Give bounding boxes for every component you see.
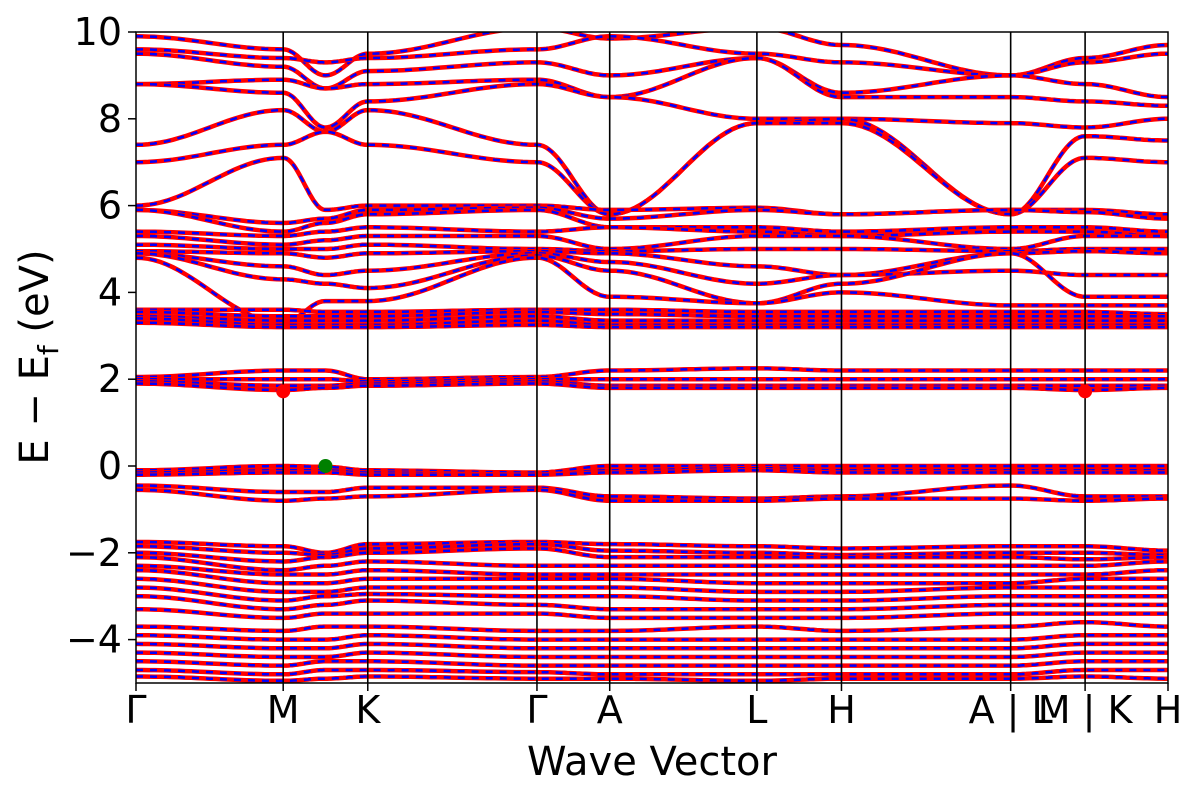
plot-frame — [135, 31, 1169, 684]
y-tick-label: −4 — [66, 618, 122, 662]
x-tick-label: L — [746, 688, 767, 732]
band-line-44-spin-down — [136, 651, 1168, 659]
band-line-29-spin-down — [136, 484, 1168, 500]
y-tick-label: 6 — [98, 184, 122, 228]
band-line-38-spin-down — [136, 586, 1168, 602]
band-line-4-spin-down — [136, 82, 1168, 129]
x-tick-label: H — [1154, 688, 1183, 732]
markers-layer — [276, 384, 1093, 473]
x-tick-label: Γ — [125, 688, 146, 732]
band-line-43-spin-down — [136, 642, 1168, 650]
kpoint-lines — [282, 32, 1086, 683]
band-line-6-spin-up — [136, 120, 1168, 217]
y-tick-label: 2 — [98, 357, 122, 401]
x-axis-label: Wave Vector — [527, 739, 778, 785]
band-line-33-spin-down — [136, 547, 1168, 563]
bands-layer — [136, 32, 1168, 683]
band-line-30-spin-down — [136, 488, 1168, 502]
band-line-40-spin-down — [136, 607, 1168, 620]
x-tick-label: K — [355, 688, 381, 732]
cbm-marker — [276, 384, 291, 399]
band-line-21-spin-down — [136, 321, 1168, 329]
band-line-7-spin-down — [136, 156, 1168, 216]
y-tick-label: 8 — [98, 97, 122, 141]
band-line-31-spin-down — [136, 540, 1168, 555]
x-tick-label: H — [827, 688, 856, 732]
y-tick-label: 0 — [98, 444, 122, 488]
band-line-34-spin-down — [136, 555, 1168, 572]
band-line-47-spin-down — [136, 675, 1168, 683]
band-line-23-spin-down — [136, 377, 1168, 383]
y-tick-label: 10 — [74, 10, 122, 54]
band-line-5-spin-down — [136, 108, 1168, 216]
band-line-22-spin-down — [136, 367, 1168, 381]
cbm-marker-2 — [1078, 384, 1093, 399]
band-line-45-spin-down — [136, 660, 1168, 667]
band-line-6-spin-down — [136, 121, 1168, 216]
band-line-28-spin-down — [136, 469, 1168, 476]
band-line-35-spin-down — [136, 564, 1168, 576]
y-tick-label: 4 — [98, 270, 122, 314]
band-line-37-spin-down — [136, 577, 1168, 594]
band-line-3-spin-up — [136, 55, 1168, 109]
y-axis: −4 −2 0 2 4 6 8 10 — [66, 10, 136, 662]
band-line-24-spin-down — [136, 380, 1168, 387]
x-tick-label: M — [267, 688, 300, 732]
band-line-39-spin-down — [136, 594, 1168, 611]
band-line-17-spin-down — [136, 308, 1168, 316]
band-line-18-spin-down — [136, 310, 1168, 318]
y-tick-label: −2 — [66, 531, 122, 575]
vbm-marker — [318, 459, 333, 473]
band-line-19-spin-down — [136, 315, 1168, 322]
band-line-25-spin-down — [136, 382, 1168, 392]
band-line-32-spin-down — [136, 542, 1168, 557]
band-line-26-spin-down — [136, 464, 1168, 474]
y-axis-label: E − Ef (eV) — [12, 249, 65, 464]
band-line-7-spin-up — [136, 155, 1168, 217]
band-line-46-spin-down — [136, 668, 1168, 676]
band-line-42-spin-down — [136, 634, 1168, 641]
band-line-16-spin-down — [136, 256, 1168, 325]
x-tick-label: M | K — [1038, 688, 1134, 733]
x-tick-label: Γ — [526, 688, 547, 732]
band-line-41-spin-down — [136, 620, 1168, 633]
band-line-36-spin-down — [136, 568, 1168, 585]
x-axis: Γ M K Γ A L H A | LM | K H — [125, 683, 1182, 733]
x-tick-label: A — [597, 688, 623, 732]
band-line-10-spin-down — [136, 226, 1168, 238]
x-tick-label: A | L — [969, 688, 1053, 733]
